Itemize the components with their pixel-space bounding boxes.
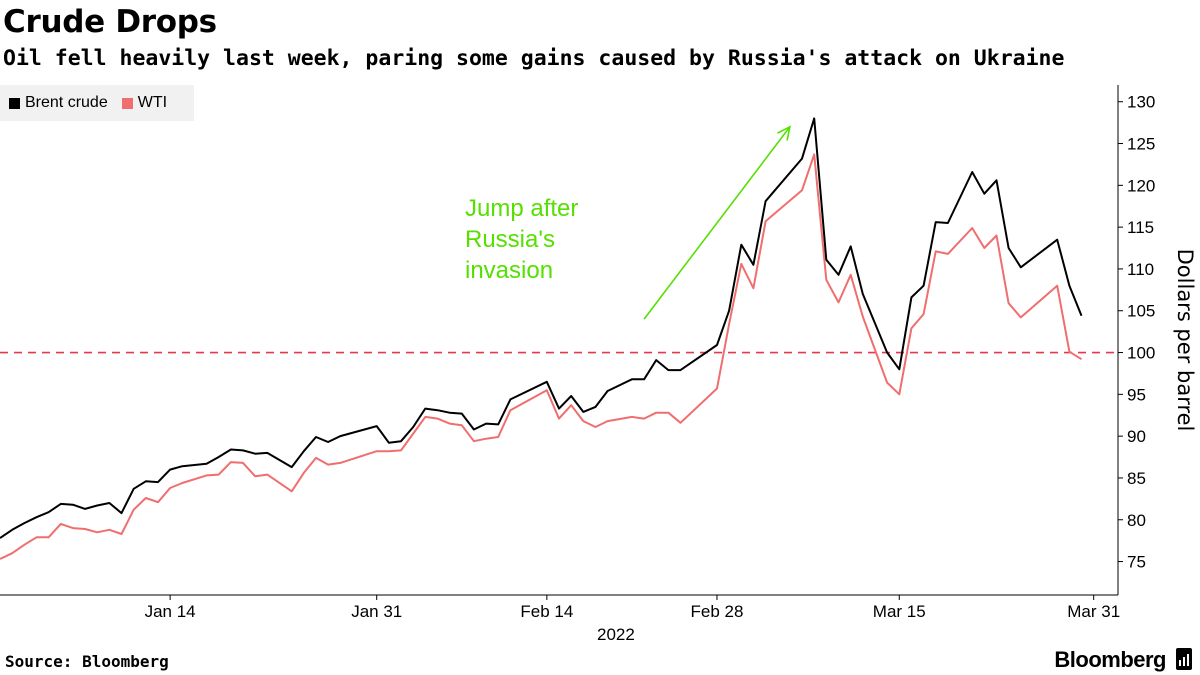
x-tick-label: Feb 14 [520,602,573,621]
y-tick-label: 120 [1127,176,1155,195]
annotation-arrow-head [777,125,792,141]
y-tick-label: 80 [1127,511,1146,530]
legend-swatch-wti [121,97,133,109]
x-tick-label: Feb 28 [691,602,744,621]
y-tick-label: 95 [1127,385,1146,404]
y-tick-label: 105 [1127,302,1155,321]
series-line-brent-crude [0,117,1083,539]
source-note: Source: Bloomberg [5,652,169,671]
annotation-text: invasion [465,257,553,284]
y-tick-label: 115 [1127,218,1154,237]
y-tick-label: 75 [1127,553,1146,572]
annotation-text: Russia's [465,226,555,253]
legend-label-wti: WTI [137,94,168,111]
y-tick-label: 110 [1127,260,1154,279]
x-tick-label: Jan 31 [351,602,402,621]
y-tick-label: 90 [1127,427,1146,446]
bloomberg-terminal-icon [1176,648,1192,670]
series-line-wti [0,153,1083,560]
legend-label-brent: Brent crude [25,94,108,111]
legend-item-brent: Brent crude [9,94,108,112]
y-tick-label: 125 [1127,135,1155,154]
x-tick-label: Mar 15 [873,602,926,621]
x-axis-title: 2022 [597,625,635,644]
legend-swatch-brent [9,97,20,109]
x-tick-label: Jan 14 [145,602,196,621]
x-tick-label: Mar 31 [1067,602,1120,621]
legend-item-wti: WTI [121,94,168,112]
y-tick-label: 130 [1127,93,1155,112]
y-tick-label: 100 [1127,344,1155,363]
annotation-arrow-line [643,126,791,320]
chart-subtitle: Oil fell heavily last week, paring some … [3,46,1065,71]
chart-title: Crude Drops [3,4,217,40]
annotation-text: Jump after [465,195,578,222]
chart-legend: Brent crude WTI [0,85,194,121]
y-tick-label: 85 [1127,469,1146,488]
y-axis-title: Dollars per barrel [1173,249,1197,432]
bloomberg-logo: Bloomberg [1054,647,1166,672]
